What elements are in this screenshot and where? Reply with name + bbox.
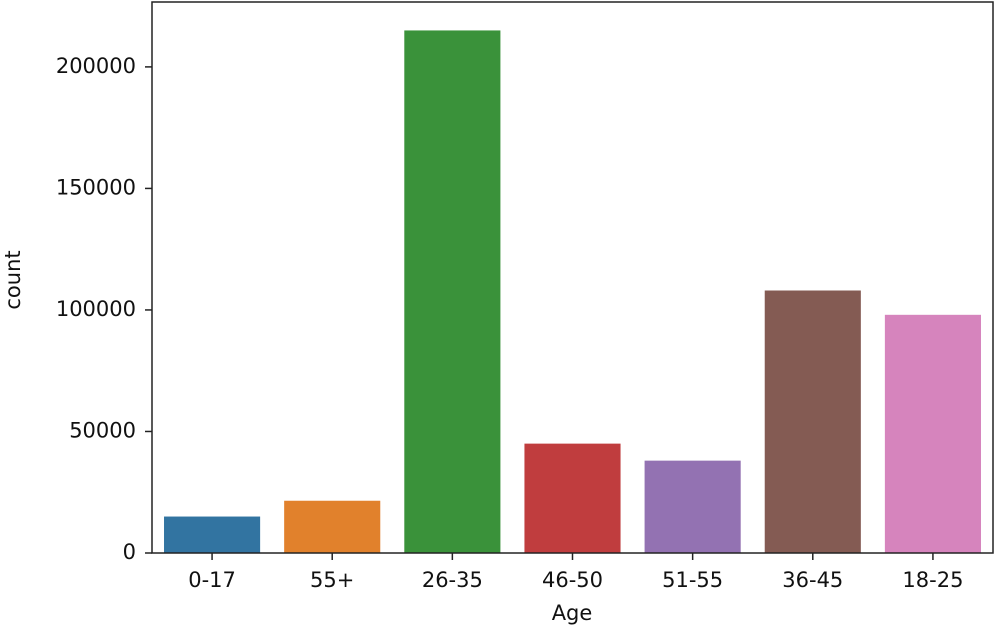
y-tick-label: 100000 — [56, 297, 136, 321]
x-tick-label: 51-55 — [662, 568, 723, 592]
x-axis-label: Age — [552, 601, 593, 625]
y-tick-label: 150000 — [56, 175, 136, 199]
x-tick-label: 0-17 — [188, 568, 236, 592]
bar — [524, 443, 621, 553]
bar — [404, 30, 501, 554]
bar — [884, 314, 981, 553]
y-tick-label: 200000 — [56, 54, 136, 78]
bar — [164, 516, 261, 553]
bar — [644, 460, 741, 553]
y-axis-label: count — [1, 250, 25, 309]
x-tick-label: 18-25 — [902, 568, 963, 592]
bar — [764, 290, 861, 553]
x-tick-label: 55+ — [310, 568, 354, 592]
x-tick-label: 46-50 — [542, 568, 603, 592]
bar — [284, 500, 381, 553]
y-tick-label: 50000 — [69, 418, 136, 442]
plot-frame — [151, 1, 994, 554]
y-tick-label: 0 — [123, 540, 136, 564]
x-tick-label: 36-45 — [782, 568, 843, 592]
x-tick-label: 26-35 — [422, 568, 483, 592]
